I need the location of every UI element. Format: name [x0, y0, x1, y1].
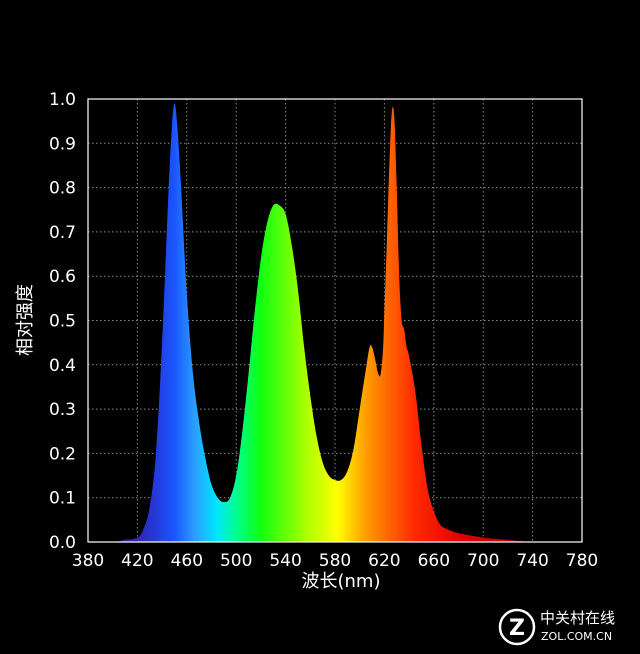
y-tick-label: 0.7: [49, 223, 76, 243]
zol-logo-letter: Z: [509, 616, 525, 641]
y-tick-label: 0.1: [49, 489, 76, 509]
zol-logo-icon: [498, 608, 536, 646]
x-tick-label: 580: [319, 551, 351, 571]
x-tick-label: 500: [220, 551, 252, 571]
y-tick-label: 0.3: [49, 400, 76, 420]
watermark-en: ZOL.COM.CN: [541, 630, 612, 643]
x-tick-label: 460: [171, 551, 203, 571]
y-tick-label: 0.6: [49, 267, 76, 287]
watermark-cn: 中关村在线: [540, 609, 615, 627]
y-axis-label: 相对强度: [15, 284, 36, 356]
y-tick-label: 1.0: [49, 90, 76, 110]
y-tick-label: 0.9: [49, 134, 76, 154]
x-tick-labels: 380 420 460 500 540 580 620 660 700 740 780: [72, 551, 598, 571]
x-tick-label: 420: [121, 551, 153, 571]
plot-frame: [87, 98, 583, 543]
y-tick-label: 0.5: [49, 312, 76, 332]
x-tick-label: 540: [269, 551, 301, 571]
x-axis-label: 波长(nm): [302, 571, 381, 592]
y-tick-labels: 0.0 0.1 0.2 0.3 0.4 0.5 0.6 0.7 0.8 0.9 1.0: [49, 90, 76, 553]
y-tick-label: 0.0: [49, 533, 76, 553]
y-tick-label: 0.8: [49, 179, 76, 199]
x-tick-label: 780: [566, 551, 598, 571]
x-tick-label: 660: [418, 551, 450, 571]
x-tick-label: 380: [72, 551, 104, 571]
x-tick-label: 700: [467, 551, 499, 571]
y-tick-label: 0.2: [49, 444, 76, 464]
x-tick-label: 740: [516, 551, 548, 571]
zol-watermark: Z 中关村在线 ZOL.COM.CN: [498, 608, 615, 646]
x-tick-label: 620: [368, 551, 400, 571]
spectrum-area: [88, 103, 582, 543]
y-tick-label: 0.4: [49, 356, 76, 376]
